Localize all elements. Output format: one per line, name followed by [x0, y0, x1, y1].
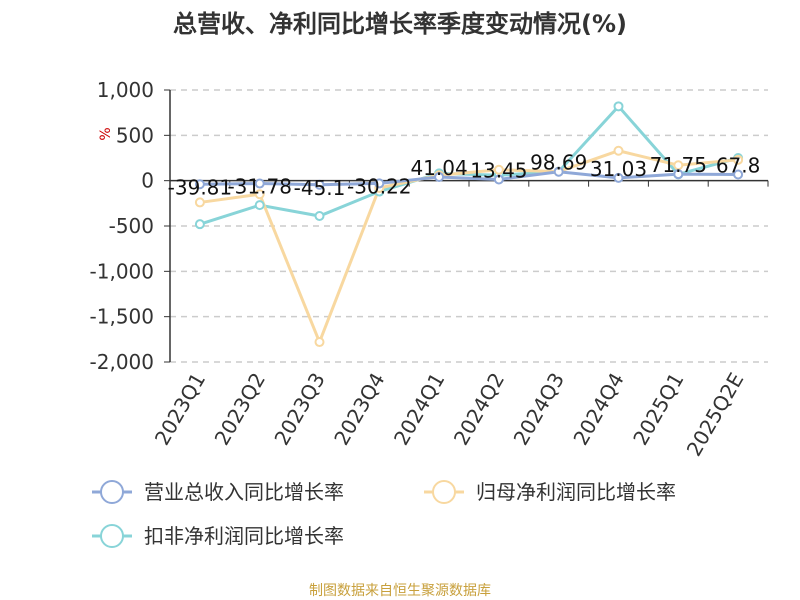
unit-label: % — [98, 127, 114, 140]
gridlines — [170, 89, 768, 363]
data-point — [314, 179, 325, 190]
x-tick-label: 2025Q2E — [682, 369, 749, 461]
y-tick-label: -1,000 — [90, 259, 154, 283]
data-label: 98.69 — [530, 151, 587, 175]
x-tick-label: 2024Q3 — [509, 369, 569, 450]
data-label: -39.81 — [168, 175, 232, 199]
series-lines — [199, 104, 739, 347]
data-point — [733, 154, 744, 165]
x-tick-label: 2024Q4 — [568, 369, 628, 450]
legend-swatch-marker — [432, 480, 456, 504]
data-point — [194, 179, 205, 190]
series-line — [199, 149, 739, 347]
x-tick-label: 2023Q3 — [269, 369, 329, 450]
data-point — [553, 166, 564, 177]
data-point — [374, 178, 385, 189]
data-label: -30.22 — [347, 174, 411, 198]
data-point — [194, 197, 205, 208]
data-point — [493, 164, 504, 175]
y-tick-label: -1,500 — [90, 305, 154, 329]
legend-item[interactable]: 扣非净利润同比增长率 — [92, 524, 344, 548]
data-point — [733, 169, 744, 180]
series-points — [194, 101, 744, 348]
data-point — [613, 145, 624, 156]
data-point — [613, 172, 624, 183]
data-point — [314, 211, 325, 222]
data-label: 71.75 — [650, 153, 707, 177]
data-point — [673, 169, 684, 180]
y-tick-label: 1,000 — [97, 78, 154, 102]
x-tick-label: 2025Q1 — [628, 369, 688, 450]
y-tick-label: -2,000 — [90, 350, 154, 374]
chart-title: 总营收、净利同比增长率季度变动情况(%) — [173, 10, 627, 38]
data-label: -31.78 — [227, 175, 291, 199]
legend-label: 归母净利润同比增长率 — [476, 480, 676, 504]
series-line — [199, 170, 739, 187]
data-label: 41.04 — [410, 156, 467, 180]
y-tick-label: 0 — [141, 169, 154, 193]
data-label: 67.8 — [716, 154, 761, 178]
y-tick-label: 500 — [116, 123, 154, 147]
legend-label: 扣非净利润同比增长率 — [144, 524, 344, 548]
data-label: 31.03 — [590, 157, 647, 181]
legend-label: 营业总收入同比增长率 — [144, 480, 344, 504]
legend-swatch-marker — [100, 524, 124, 548]
x-tick-label: 2023Q2 — [210, 369, 270, 450]
data-point — [314, 337, 325, 348]
y-tick-label: -500 — [109, 214, 154, 238]
x-tick-label: 2024Q1 — [389, 368, 449, 449]
data-point — [254, 178, 265, 189]
data-point — [254, 200, 265, 211]
series-line — [199, 104, 739, 226]
source-note: 制图数据来自恒生聚源数据库 — [309, 583, 491, 599]
data-point — [254, 189, 265, 200]
legend-item[interactable]: 归母净利润同比增长率 — [424, 480, 676, 504]
data-label: -45.1 — [294, 176, 346, 200]
x-tick-label: 2024Q2 — [449, 369, 509, 450]
data-point — [493, 174, 504, 185]
x-tick-label: 2023Q1 — [150, 369, 210, 450]
data-point — [194, 219, 205, 230]
x-tick-label: 2023Q4 — [329, 369, 389, 450]
data-label: 13.45 — [470, 158, 527, 182]
legend-swatch-marker — [100, 480, 124, 504]
data-point — [613, 101, 624, 112]
legend-item[interactable]: 营业总收入同比增长率 — [92, 480, 344, 504]
data-point — [434, 171, 445, 182]
